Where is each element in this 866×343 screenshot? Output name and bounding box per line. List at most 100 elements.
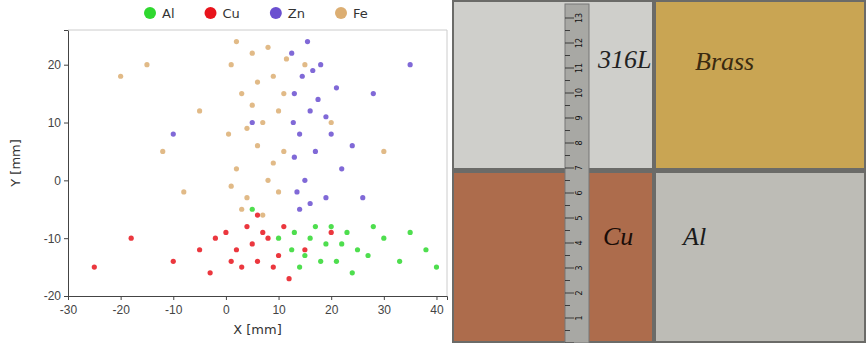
frame-top bbox=[68, 30, 447, 31]
legend: AlCuZnFe bbox=[144, 6, 368, 21]
point bbox=[171, 259, 176, 264]
point bbox=[308, 108, 313, 113]
point bbox=[260, 212, 265, 217]
point bbox=[318, 259, 323, 264]
ruler-number: 12 bbox=[575, 38, 584, 48]
ruler-mark bbox=[565, 43, 574, 44]
point bbox=[397, 259, 402, 264]
plate bbox=[454, 173, 652, 341]
plate-label: Brass bbox=[695, 47, 754, 76]
x-tick: 0 bbox=[223, 296, 230, 317]
point bbox=[294, 189, 299, 194]
legend-marker bbox=[144, 7, 156, 19]
point bbox=[229, 184, 234, 189]
point bbox=[308, 201, 313, 206]
point bbox=[226, 131, 231, 136]
point bbox=[281, 224, 286, 229]
point bbox=[244, 224, 249, 229]
point bbox=[329, 120, 334, 125]
y-tick: 0 bbox=[54, 174, 68, 188]
x-axis: -30-20-10010203040 bbox=[60, 296, 448, 317]
point bbox=[408, 62, 413, 67]
point bbox=[329, 230, 334, 235]
y-tick-label: -20 bbox=[44, 289, 62, 303]
x-tick-label: -10 bbox=[165, 303, 183, 317]
ruler-mark bbox=[565, 105, 570, 106]
point bbox=[329, 131, 334, 136]
y-tick-mark bbox=[64, 123, 68, 124]
point bbox=[234, 247, 239, 252]
point bbox=[302, 62, 307, 67]
ruler-mark bbox=[565, 180, 570, 181]
photo: 12345678910111213316LBrassCuAl bbox=[452, 0, 866, 343]
ruler-number: 8 bbox=[575, 140, 584, 145]
point bbox=[297, 264, 302, 269]
point bbox=[423, 247, 428, 252]
ruler-mark bbox=[565, 143, 574, 144]
ruler bbox=[565, 4, 589, 343]
ruler-mark bbox=[565, 243, 574, 244]
point bbox=[365, 253, 370, 258]
point bbox=[244, 126, 249, 131]
point bbox=[181, 189, 186, 194]
ruler-mark bbox=[565, 18, 574, 19]
x-tick-label: -20 bbox=[112, 303, 130, 317]
plate bbox=[656, 173, 864, 341]
point bbox=[371, 224, 376, 229]
ruler-number: 7 bbox=[575, 165, 584, 170]
point bbox=[297, 207, 302, 212]
point bbox=[276, 108, 281, 113]
point bbox=[313, 224, 318, 229]
y-tick: -20 bbox=[44, 289, 68, 303]
point bbox=[223, 230, 228, 235]
point bbox=[408, 230, 413, 235]
point bbox=[300, 74, 305, 79]
ruler-mark bbox=[565, 268, 574, 269]
ruler-mark bbox=[565, 305, 570, 306]
point bbox=[229, 62, 234, 67]
point bbox=[265, 236, 270, 241]
ruler-mark bbox=[565, 230, 570, 231]
point bbox=[284, 56, 289, 61]
x-tick-mark bbox=[384, 296, 385, 300]
point bbox=[339, 166, 344, 171]
ruler-mark bbox=[565, 118, 574, 119]
ruler-mark bbox=[565, 280, 570, 281]
x-tick-mark bbox=[279, 296, 280, 300]
ruler-number: 6 bbox=[575, 190, 584, 195]
ruler-number: 10 bbox=[575, 88, 584, 98]
point bbox=[239, 207, 244, 212]
point bbox=[308, 236, 313, 241]
point bbox=[315, 97, 320, 102]
y-tick: -10 bbox=[44, 232, 68, 246]
x-tick-mark bbox=[173, 296, 174, 300]
point bbox=[302, 253, 307, 258]
point bbox=[265, 45, 270, 50]
y-tick: 20 bbox=[48, 58, 68, 72]
ruler-mark bbox=[565, 193, 574, 194]
ruler-number: 3 bbox=[575, 265, 584, 270]
y-tick-label: 10 bbox=[48, 116, 62, 130]
series-points bbox=[118, 39, 386, 218]
x-axis-title: X [mm] bbox=[233, 322, 282, 337]
y-tick-mark bbox=[64, 180, 68, 181]
plate-label: 316L bbox=[597, 45, 651, 74]
point bbox=[292, 230, 297, 235]
legend-item: Fe bbox=[335, 6, 368, 21]
points bbox=[92, 39, 439, 281]
legend-marker bbox=[205, 7, 217, 19]
x-tick: 10 bbox=[272, 296, 286, 317]
y-tick-mark bbox=[64, 238, 68, 239]
point bbox=[250, 103, 255, 108]
legend-label: Fe bbox=[353, 6, 368, 21]
x-tick: -20 bbox=[112, 296, 130, 317]
ruler-mark bbox=[565, 55, 570, 56]
ruler-number: 11 bbox=[575, 63, 584, 73]
ruler-number: 5 bbox=[575, 215, 584, 220]
point bbox=[310, 68, 315, 73]
y-tick: 10 bbox=[48, 116, 68, 130]
ruler-number: 13 bbox=[575, 13, 584, 23]
ruler-number: 9 bbox=[575, 115, 584, 120]
x-tick: -10 bbox=[165, 296, 183, 317]
point bbox=[276, 253, 281, 258]
